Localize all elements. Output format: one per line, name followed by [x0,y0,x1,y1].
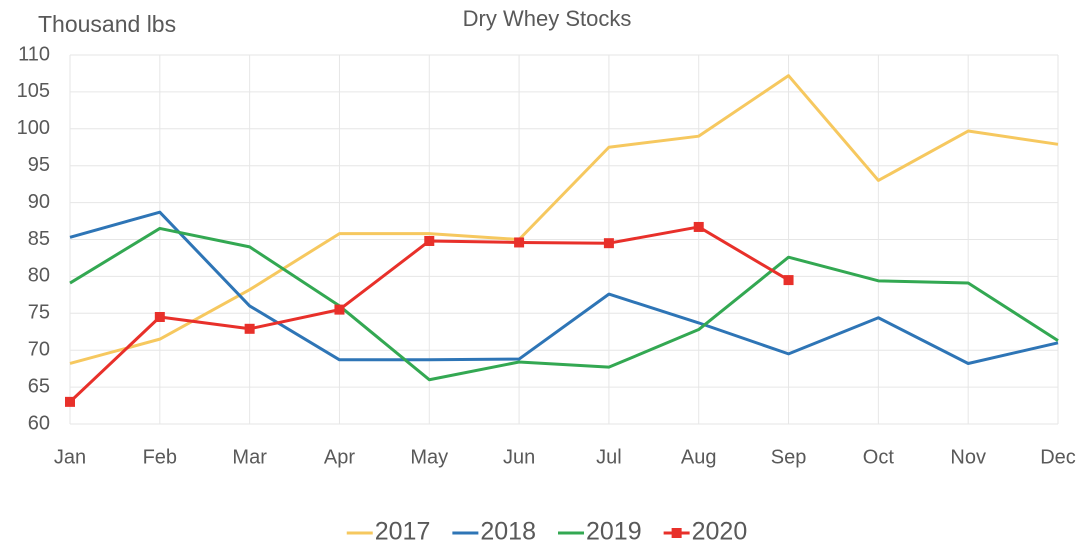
x-tick-label: Apr [324,446,355,468]
legend-label: 2020 [692,518,748,546]
point-marker [65,396,75,407]
point-marker [424,235,435,246]
legend-label: 2019 [586,518,642,546]
y-tick-label: 85 [28,228,50,250]
y-tick-label: 80 [28,265,50,287]
y-tick-label: 60 [28,412,50,434]
x-tick-label: Jun [503,446,535,468]
chart-title: Dry Whey Stocks [463,6,632,31]
y-tick-label: 95 [28,154,50,176]
x-tick-label: May [410,446,448,468]
y-tick-label: 90 [28,191,50,213]
y-tick-label: 65 [28,375,50,397]
series-line [69,226,1059,382]
x-tick-label: Dec [1040,446,1076,468]
point-marker [154,311,165,322]
series-line [69,74,1059,365]
x-tick-label: Aug [681,446,717,468]
point-marker [603,238,614,249]
y-tick-label: 75 [28,302,50,324]
y-tick-label: 70 [28,338,50,360]
legend-marker [671,528,682,538]
x-tick-label: Oct [863,446,895,468]
x-tick-label: Feb [143,446,177,468]
y-axis-title: Thousand lbs [38,11,176,37]
legend-label: 2018 [480,518,536,546]
point-marker [693,221,704,232]
x-tick-label: Sep [771,446,807,468]
legend: 2017 2018 2019 2020 [346,518,748,546]
x-tick-label: Nov [950,446,986,468]
y-tick-label: 105 [17,80,50,102]
x-tick-label: Mar [232,446,267,468]
point-marker [334,304,345,315]
point-marker [514,237,525,248]
y-tick-label: 110 [18,43,50,65]
x-tick-label: Jan [54,446,86,468]
y-tick-label: 100 [17,117,50,139]
point-marker [783,275,794,286]
point-marker [244,323,255,334]
x-tick-label: Jul [596,446,622,468]
series-line [69,210,1059,365]
legend-label: 2017 [375,518,431,546]
